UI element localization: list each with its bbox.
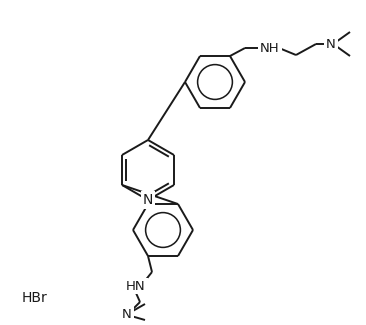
Text: NH: NH — [260, 42, 280, 55]
Text: N: N — [143, 193, 153, 207]
Text: HN: HN — [126, 280, 146, 292]
Text: N: N — [122, 307, 132, 320]
Text: HBr: HBr — [22, 291, 48, 305]
Text: N: N — [326, 37, 336, 50]
